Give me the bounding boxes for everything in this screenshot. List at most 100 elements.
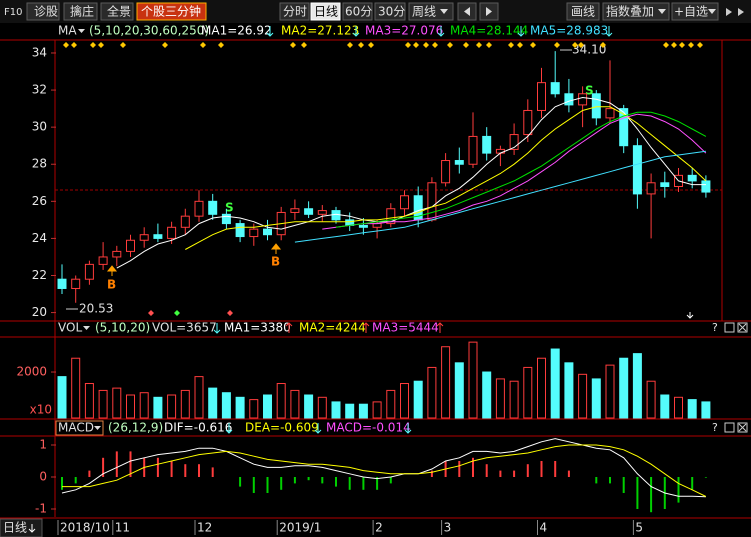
scroll-icons[interactable]: [726, 8, 744, 16]
candle-body: [550, 82, 560, 95]
x-tick-label: 2019/1: [279, 521, 321, 535]
help-icon[interactable]: ?: [712, 321, 718, 334]
period-button[interactable]: 日线: [314, 5, 338, 19]
x-tick-label: 2: [375, 521, 383, 535]
volume-bar: [537, 357, 546, 419]
dropdown-icon: [658, 9, 666, 14]
x-tick-label: 5: [635, 521, 643, 535]
signal: B: [271, 255, 280, 269]
volume-bar: [578, 373, 588, 419]
candle-body: [98, 256, 108, 265]
period-button-bg[interactable]: [408, 2, 454, 21]
info-marker: [663, 42, 669, 48]
y-tick-label: 20: [32, 305, 47, 319]
tool-button[interactable]: 全景: [107, 4, 131, 19]
tool-button-bg[interactable]: [100, 2, 134, 21]
period-select-label[interactable]: 日线: [3, 521, 27, 535]
info-marker: [578, 42, 584, 48]
y-tick-label: -1: [35, 502, 47, 516]
volume-bar: [632, 353, 642, 419]
candle-body: [153, 234, 163, 239]
dropdown-icon: [28, 524, 36, 533]
candle-body: [564, 93, 574, 106]
candle-body: [221, 213, 231, 225]
period-button[interactable]: 30分: [378, 5, 405, 19]
volume-bar: [550, 348, 560, 419]
period-button-bg[interactable]: [279, 2, 310, 21]
maximize-icon[interactable]: [724, 422, 735, 433]
candle-body: [290, 208, 300, 213]
ma-line: [294, 150, 706, 243]
period-button[interactable]: 周线: [412, 5, 436, 19]
period-button-bg[interactable]: [310, 2, 341, 21]
close-icon[interactable]: [737, 422, 748, 433]
indicator-box[interactable]: [55, 420, 104, 436]
tool-button-bg[interactable]: [566, 2, 600, 21]
trend-arrows: [266, 26, 613, 37]
tool-button-bg[interactable]: [602, 2, 670, 21]
volume-bar: [98, 389, 108, 419]
period-button[interactable]: 分时: [283, 5, 307, 19]
y-tick-label: 30: [32, 120, 47, 134]
candle-body: [372, 223, 382, 228]
tool-button-bg[interactable]: [63, 2, 98, 21]
period-select[interactable]: [0, 518, 43, 537]
tool-button[interactable]: 个股三分钟: [141, 4, 201, 19]
info-marker: [508, 42, 514, 48]
x-tick-label: 4: [540, 521, 548, 535]
indicator-name[interactable]: MA: [58, 24, 77, 38]
candle-body: [400, 195, 409, 210]
candle-body: [208, 200, 218, 215]
candle-body: [304, 208, 314, 215]
close-icon[interactable]: [737, 322, 748, 333]
volume-bar: [112, 387, 122, 419]
candle-body: [537, 82, 546, 111]
legend-entry: MA1=26.92: [201, 24, 272, 38]
candle-body: [180, 215, 190, 228]
period-button[interactable]: 60分: [345, 5, 372, 19]
prev-icon: [464, 7, 470, 16]
volume-header: VOL (5,10,20) VOL=3657 MA1=3380 MA2=4244…: [58, 321, 444, 335]
tool-button-bg[interactable]: [671, 2, 719, 21]
indicator-params: (5,10,20): [95, 321, 150, 335]
volume-bar: [84, 383, 94, 419]
info-marker: [413, 42, 419, 48]
tool-button[interactable]: 擒庄: [70, 4, 94, 19]
volume-bar: [167, 394, 177, 419]
info-marker: [200, 42, 206, 48]
indicator-name[interactable]: VOL: [58, 321, 82, 335]
indicator-name[interactable]: MACD: [58, 421, 94, 435]
volume-bar: [619, 357, 629, 419]
maximize-icon[interactable]: [724, 322, 735, 333]
volume-bar: [153, 396, 163, 419]
info-marker: [432, 42, 438, 48]
tool-button-bg[interactable]: [26, 2, 60, 21]
period-button-bg[interactable]: [374, 2, 406, 21]
candle-body: [441, 160, 451, 184]
trend-arrows: [213, 323, 221, 334]
macd-line: [62, 444, 707, 497]
help-icon[interactable]: ?: [712, 421, 718, 434]
volume-bar: [509, 380, 519, 419]
y-tick-label: 22: [32, 268, 47, 282]
legend-entry: VOL=3657: [152, 321, 217, 335]
info-marker: [63, 42, 69, 48]
tool-button[interactable]: 画线: [571, 5, 595, 19]
tool-button[interactable]: 诊股: [34, 5, 58, 19]
candle-body: [331, 210, 341, 221]
info-marker: [162, 42, 168, 48]
volume-bar: [482, 371, 492, 419]
volume-bar: [701, 401, 711, 419]
tool-button-bg[interactable]: [136, 2, 207, 21]
info-marker: [463, 42, 469, 48]
signal: S: [585, 84, 594, 98]
volume-bar: [304, 394, 314, 419]
y-tick-label: 28: [32, 157, 47, 171]
candle-body: [57, 278, 67, 289]
period-button-bg[interactable]: [342, 2, 373, 21]
event-marker: [174, 310, 180, 316]
tool-button[interactable]: +自选: [674, 5, 708, 19]
tool-button[interactable]: F10: [4, 7, 22, 18]
ma-line: [185, 106, 707, 250]
tool-button[interactable]: 指数叠加: [606, 4, 654, 19]
